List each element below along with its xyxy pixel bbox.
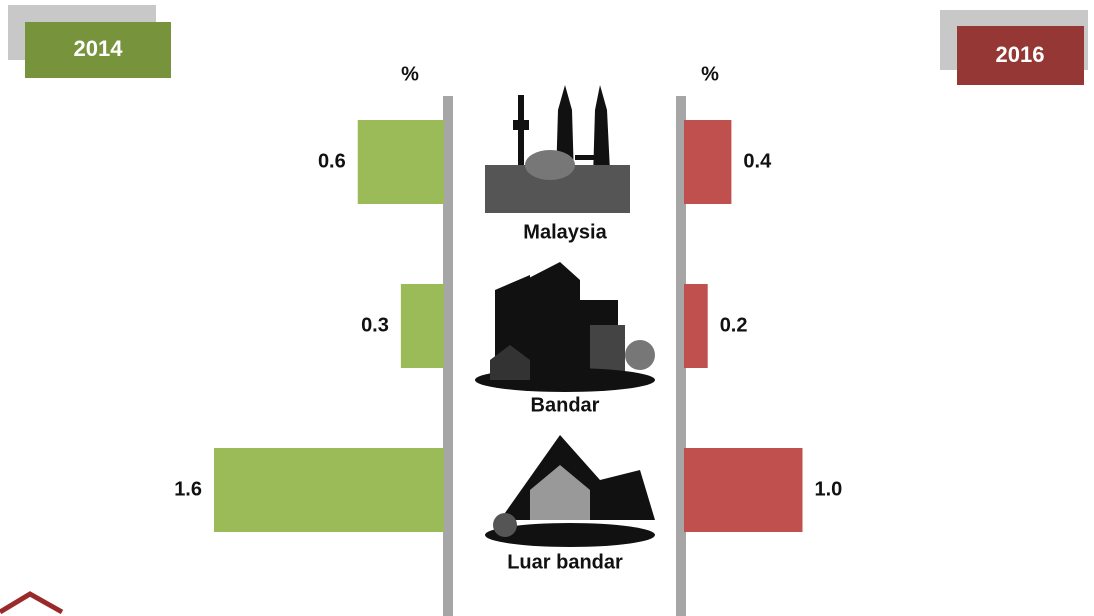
bar — [357, 120, 444, 204]
icon-town — [475, 262, 655, 392]
value-label: 0.2 — [720, 314, 748, 336]
value-label: 1.0 — [815, 478, 843, 500]
bar — [684, 284, 708, 368]
logo-roof — [0, 591, 64, 615]
icon-village — [485, 435, 655, 547]
value-label: 0.6 — [318, 150, 346, 172]
category-label: Luar bandar — [507, 551, 623, 573]
bar — [684, 448, 803, 532]
bar — [214, 448, 444, 532]
value-label: 0.3 — [361, 314, 389, 336]
unit-label: % — [701, 63, 719, 85]
header-right — [940, 10, 1088, 85]
legend-swatch — [25, 22, 171, 78]
header-left — [8, 5, 171, 78]
value-label: 0.4 — [743, 150, 772, 172]
bar — [684, 120, 732, 204]
divider — [443, 96, 453, 616]
bar — [400, 284, 444, 368]
unit-label: % — [401, 63, 419, 85]
category-label: Bandar — [531, 394, 600, 416]
value-label: 1.6 — [174, 478, 202, 500]
legend-label: 2014 — [74, 36, 124, 61]
category-label: Malaysia — [523, 221, 607, 243]
icon-city — [485, 85, 630, 213]
divider — [676, 96, 686, 616]
legend-swatch — [957, 26, 1084, 85]
legend-label: 2016 — [996, 42, 1045, 67]
